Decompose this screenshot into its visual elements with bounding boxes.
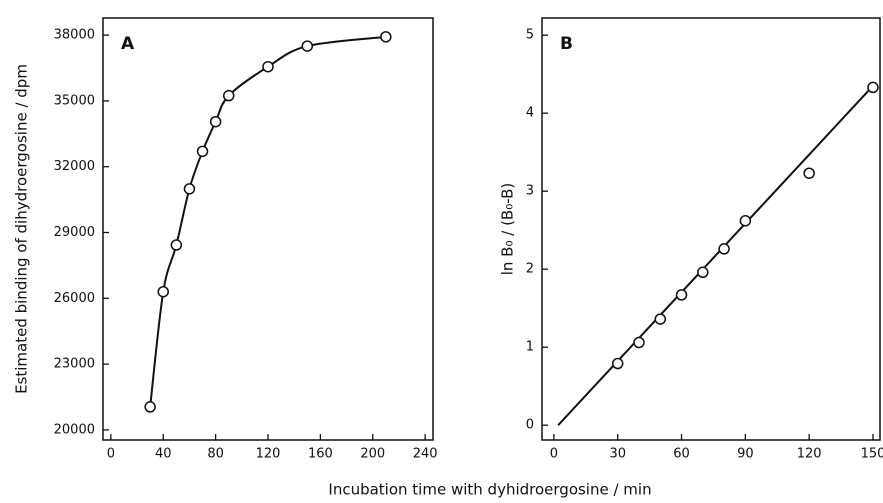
y-tick-label: 23000	[54, 357, 95, 372]
point	[675, 289, 688, 301]
y-tick-label: 38000	[54, 28, 95, 43]
point	[654, 313, 667, 325]
x-tick-label: 150	[861, 447, 883, 462]
x-axis-label: Incubation time with dyhidroergosine / m…	[328, 481, 651, 499]
x-tick-label: 120	[797, 447, 822, 462]
curve	[149, 35, 386, 407]
x-tick-label: 160	[308, 447, 333, 462]
y-tick-label: 1	[526, 340, 534, 355]
y-tick-label: 0	[526, 418, 534, 433]
point	[170, 239, 183, 251]
x-tick-label: 0	[550, 447, 558, 462]
point	[183, 183, 196, 195]
x-tick-label: 30	[609, 447, 626, 462]
point	[718, 243, 730, 255]
x-tick-label: 60	[673, 447, 690, 462]
fit-line	[557, 85, 874, 426]
y-axis-label: Estimated binding of dihydroergosine / d…	[13, 64, 31, 394]
point	[196, 145, 209, 158]
panel-label: A	[121, 34, 135, 54]
y-tick-label: 2	[526, 262, 534, 277]
y-tick-label: 35000	[54, 93, 95, 108]
y-tick-label: 26000	[54, 291, 95, 306]
point	[380, 31, 392, 43]
y-tick-label: 29000	[54, 225, 95, 240]
point	[697, 266, 709, 279]
y-axis-label: ln B₀ / (B₀-B)	[499, 183, 517, 276]
y-tick-label: 4	[526, 106, 534, 121]
plot-frame	[541, 17, 881, 441]
point	[301, 40, 314, 52]
point	[803, 167, 815, 179]
y-tick-label: 32000	[54, 159, 95, 174]
x-tick-label: 90	[737, 447, 754, 462]
x-tick-label: 120	[256, 447, 281, 462]
x-tick-label: 40	[155, 447, 172, 462]
point	[633, 336, 645, 349]
x-tick-label: 80	[207, 447, 224, 462]
point	[222, 89, 235, 102]
y-tick-label: 3	[526, 184, 534, 199]
y-tick-label: 20000	[54, 422, 95, 437]
point	[144, 401, 156, 413]
panel-label: B	[560, 34, 573, 54]
point	[157, 285, 169, 298]
point	[611, 357, 624, 370]
point	[739, 215, 752, 227]
x-tick-label: 0	[107, 447, 115, 462]
x-tick-label: 240	[413, 447, 438, 462]
y-tick-label: 5	[526, 28, 534, 43]
point	[867, 81, 879, 94]
point	[262, 60, 274, 73]
point	[209, 115, 222, 128]
x-tick-label: 200	[360, 447, 385, 462]
